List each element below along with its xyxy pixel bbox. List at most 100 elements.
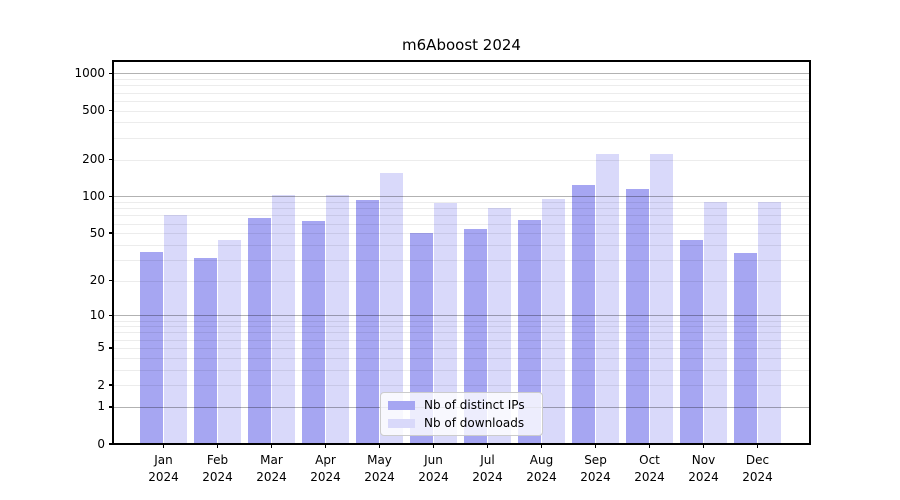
legend-swatch-downloads [388, 418, 415, 428]
bar-distinct-ips-nov [680, 239, 704, 444]
legend-entry-distinct-ips: Nb of distinct IPs [388, 398, 542, 412]
y-minor-gridline [113, 332, 810, 334]
y-major-gridline [113, 315, 810, 317]
y-axis-tick-label: 100 [82, 188, 105, 203]
x-axis-tick-label: May 2024 [364, 453, 395, 484]
y-minor-gridline [113, 122, 810, 124]
y-axis-tick-label: 0 [97, 436, 105, 451]
y-minor-gridline [113, 339, 810, 341]
y-axis-tick-mark [109, 347, 113, 349]
y-minor-gridline [113, 159, 810, 161]
bar-downloads-jan [163, 215, 187, 444]
legend-entry-downloads: Nb of downloads [388, 416, 542, 430]
y-minor-gridline [113, 326, 810, 328]
x-axis-tick-mark [216, 444, 219, 448]
y-axis-tick-label: 1000 [74, 65, 105, 80]
bar-downloads-apr [325, 194, 349, 444]
x-axis-tick-mark [162, 444, 165, 448]
legend-label-distinct-ips: Nb of distinct IPs [424, 398, 525, 412]
bar-distinct-ips-aug [518, 220, 542, 444]
y-minor-gridline [113, 347, 810, 349]
bar-downloads-sep [595, 154, 619, 444]
bar-downloads-jun [433, 202, 457, 444]
y-axis-tick-mark [109, 195, 113, 198]
y-minor-gridline [113, 259, 810, 261]
bar-distinct-ips-may [356, 200, 380, 444]
bar-distinct-ips-dec [734, 253, 758, 444]
x-axis-tick-label: Nov 2024 [688, 453, 719, 484]
y-minor-gridline [113, 385, 810, 387]
x-axis-tick-mark [702, 444, 705, 448]
y-minor-gridline [113, 208, 810, 210]
y-minor-gridline [113, 92, 810, 94]
y-major-gridline [113, 73, 810, 75]
x-axis-tick-label: Oct 2024 [634, 453, 665, 484]
x-axis-tick-mark [378, 444, 381, 448]
y-minor-gridline [113, 280, 810, 282]
plot-area [113, 61, 810, 444]
y-axis-tick-label: 5 [97, 340, 105, 355]
y-axis-tick-mark [109, 406, 113, 408]
y-axis-tick-label: 200 [82, 152, 105, 166]
x-axis-tick-mark [324, 444, 327, 448]
x-axis-tick-mark [270, 444, 273, 448]
x-axis-tick-mark [486, 444, 489, 448]
y-axis-tick-mark [109, 158, 113, 161]
legend-swatch-distinct-ips [388, 400, 415, 410]
y-axis-tick-mark [109, 109, 113, 112]
legend-label-downloads: Nb of downloads [424, 416, 525, 430]
bar-distinct-ips-feb [194, 258, 218, 444]
y-axis-tick-label: 50 [89, 225, 105, 240]
y-axis-tick-mark [109, 72, 113, 75]
y-major-gridline [113, 196, 810, 198]
x-axis-tick-label: Sep 2024 [580, 453, 611, 484]
x-axis-tick-label: Aug 2024 [526, 453, 557, 484]
x-axis-tick-mark [648, 444, 651, 448]
bar-distinct-ips-jan [140, 251, 164, 444]
bar-distinct-ips-jun [410, 233, 434, 444]
x-axis-tick-label: Jun 2024 [418, 453, 449, 484]
y-axis-tick-mark [109, 384, 113, 386]
y-axis-tick-label: 2 [97, 377, 105, 392]
bar-distinct-ips-apr [302, 220, 326, 444]
x-axis-tick-label: Mar 2024 [256, 453, 287, 484]
y-minor-gridline [113, 357, 810, 359]
x-axis-tick-label: Dec 2024 [742, 453, 773, 484]
x-axis-tick-mark [540, 444, 543, 448]
y-axis-tick-mark [109, 232, 113, 234]
y-minor-gridline [113, 244, 810, 246]
y-axis-tick-label: 20 [89, 273, 105, 288]
x-axis-tick-label: Feb 2024 [202, 453, 233, 484]
bar-downloads-nov [703, 202, 727, 444]
bar-downloads-oct [649, 154, 673, 444]
x-axis-tick-label: Apr 2024 [310, 453, 341, 484]
y-minor-gridline [113, 369, 810, 371]
y-minor-gridline [113, 233, 810, 235]
y-minor-gridline [113, 100, 810, 102]
y-minor-gridline [113, 223, 810, 225]
bar-distinct-ips-oct [626, 189, 650, 444]
bar-distinct-ips-mar [248, 218, 272, 444]
x-axis-tick-label: Jan 2024 [148, 453, 179, 484]
bar-distinct-ips-sep [572, 185, 596, 444]
y-minor-gridline [113, 202, 810, 203]
bar-downloads-feb [217, 239, 241, 444]
y-axis-tick-mark [109, 443, 113, 445]
y-minor-gridline [113, 110, 810, 112]
y-minor-gridline [113, 79, 810, 80]
y-minor-gridline [113, 320, 810, 322]
bar-downloads-dec [757, 202, 781, 444]
chart-title: m6Aboost 2024 [402, 36, 521, 54]
legend: Nb of distinct IPs Nb of downloads [380, 392, 543, 436]
bar-downloads-may [379, 172, 403, 444]
x-axis-tick-mark [594, 444, 597, 448]
y-minor-gridline [113, 137, 810, 139]
x-axis-tick-label: Jul 2024 [472, 453, 503, 484]
x-axis-tick-mark [432, 444, 435, 448]
y-minor-gridline [113, 85, 810, 87]
y-axis-tick-mark [109, 314, 113, 317]
bar-distinct-ips-jul [464, 229, 488, 444]
bar-downloads-mar [271, 194, 295, 444]
y-minor-gridline [113, 215, 810, 217]
